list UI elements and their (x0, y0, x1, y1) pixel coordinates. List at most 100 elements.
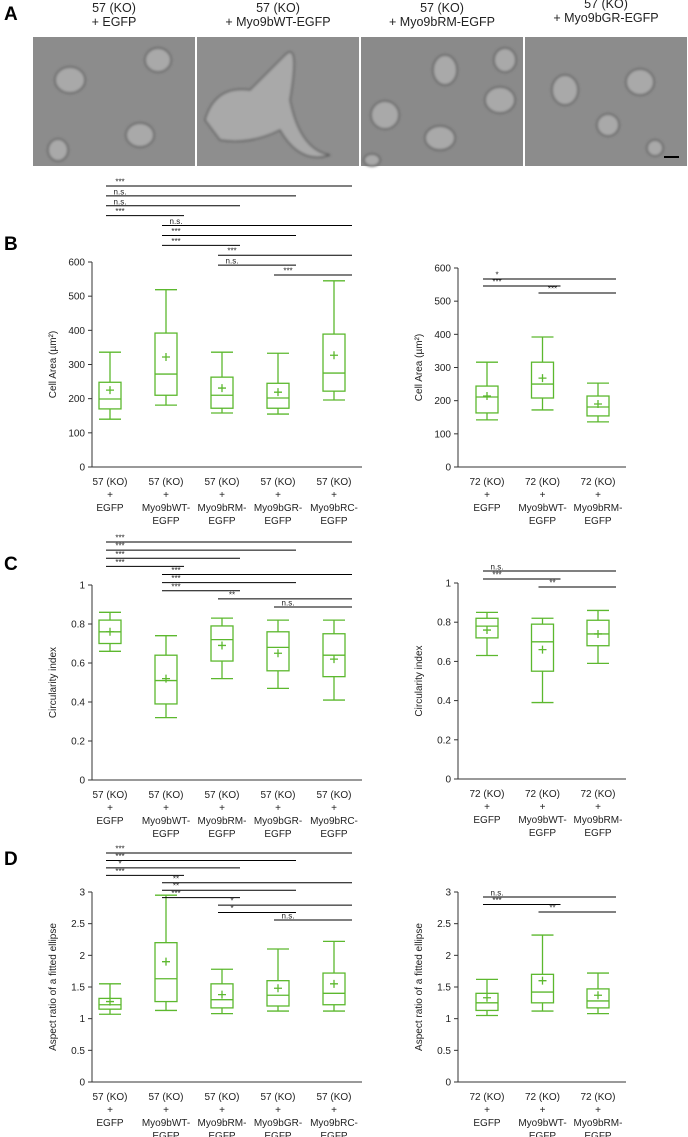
x-tick-label: 57 (KO) (316, 1092, 351, 1103)
x-tick-label: EGFP (473, 503, 501, 514)
significance-label: ** (549, 579, 555, 588)
panel-label: C (4, 554, 18, 575)
box (530, 361, 555, 399)
box (98, 381, 122, 410)
y-tick-label: 300 (68, 360, 85, 371)
x-tick-label: EGFP (529, 516, 557, 527)
cells (47, 47, 664, 167)
x-tick-label: EGFP (96, 503, 124, 514)
mean-marker (106, 997, 114, 1006)
x-tick-label: + (331, 803, 337, 814)
significance-label: * (230, 904, 233, 913)
x-tick-label: + (484, 1105, 490, 1116)
x-tick-label: + (595, 1105, 601, 1116)
y-tick-label: 1.5 (437, 983, 451, 994)
mean-marker (330, 655, 338, 664)
x-tick-label: + (275, 803, 281, 814)
x-tick-label: Myo9bRC- (310, 816, 358, 827)
significance-label: n.s. (226, 257, 239, 266)
x-tick-label: Myo9bWT- (142, 1118, 190, 1129)
significance-label: n.s. (282, 912, 295, 921)
x-tick-label: Myo9bRC- (310, 503, 358, 514)
x-tick-label: 57 (KO) (148, 790, 183, 801)
panel-label: B (4, 234, 18, 255)
significance-label: *** (115, 867, 124, 876)
x-tick-label: 57 (KO) (204, 1092, 239, 1103)
y-tick-label: 2.5 (71, 919, 85, 930)
significance-label: n.s. (491, 889, 504, 898)
y-tick-label: 1 (79, 581, 85, 592)
box (475, 617, 499, 639)
x-tick-label: Myo9bRM- (574, 815, 623, 826)
y-tick-label: 0.6 (71, 659, 85, 670)
x-tick-label: EGFP (529, 828, 557, 839)
mean-marker (162, 957, 170, 966)
box (586, 619, 610, 647)
mean-marker (483, 392, 491, 401)
mean-marker (330, 979, 338, 988)
x-tick-label: 57 (KO) (204, 790, 239, 801)
significance-label: * (495, 271, 498, 280)
box (266, 631, 290, 672)
micrographs (33, 37, 687, 167)
box (530, 623, 555, 672)
x-tick-label: 72 (KO) (469, 789, 504, 800)
x-tick-label: 57 (KO) (316, 477, 351, 488)
significance-label: *** (115, 207, 124, 216)
significance-label: *** (227, 247, 236, 256)
x-tick-label: + (331, 490, 337, 501)
x-tick-label: EGFP (264, 1131, 292, 1137)
y-tick-label: 2 (445, 951, 451, 962)
mean-marker (538, 374, 547, 383)
x-tick-label: 72 (KO) (469, 1092, 504, 1103)
x-tick-label: Myo9bWT- (142, 816, 190, 827)
x-tick-label: + (595, 490, 601, 501)
y-tick-label: 0.4 (437, 696, 451, 707)
box (154, 942, 178, 1003)
image-title: 57 (KO) (256, 1, 300, 15)
x-tick-label: + (484, 490, 490, 501)
significance-label: *** (171, 889, 180, 898)
mean-marker (538, 976, 547, 985)
significance-label: *** (171, 582, 180, 591)
x-tick-label: 57 (KO) (148, 1092, 183, 1103)
panel-label: D (4, 849, 18, 870)
mean-marker (274, 388, 282, 397)
box (266, 382, 290, 409)
y-tick-label: 0.2 (437, 735, 451, 746)
x-tick-label: EGFP (208, 1131, 236, 1137)
y-tick-label: 600 (434, 264, 451, 275)
y-tick-label: 2 (79, 951, 85, 962)
x-tick-label: EGFP (96, 1118, 124, 1129)
x-tick-label: + (331, 1105, 337, 1116)
y-tick-label: 2.5 (437, 919, 451, 930)
x-tick-label: Myo9bWT- (142, 503, 190, 514)
x-tick-label: Myo9bGR- (254, 816, 302, 827)
x-tick-label: EGFP (473, 1118, 501, 1129)
box (475, 385, 499, 414)
y-tick-label: 0.2 (71, 737, 85, 748)
significance-label: *** (492, 571, 501, 580)
significance-label: *** (283, 267, 292, 276)
significance-label: *** (115, 558, 124, 567)
y-tick-label: 0 (445, 775, 451, 786)
x-tick-label: 72 (KO) (580, 477, 615, 488)
x-tick-label: EGFP (152, 829, 180, 840)
mean-marker (218, 990, 226, 999)
box (154, 332, 178, 396)
x-tick-label: + (540, 1105, 546, 1116)
y-tick-label: 100 (68, 428, 85, 439)
x-tick-label: + (540, 490, 546, 501)
x-tick-label: EGFP (208, 516, 236, 527)
y-axis-label: Cell Area (µm²) (414, 334, 425, 401)
x-tick-label: Myo9bGR- (254, 503, 302, 514)
y-tick-label: 0.8 (71, 620, 85, 631)
y-tick-label: 1.5 (71, 983, 85, 994)
x-tick-label: Myo9bWT- (518, 1118, 566, 1129)
y-tick-label: 100 (434, 429, 451, 440)
box (266, 980, 290, 1007)
mean-marker (106, 627, 114, 636)
y-axis-label: Circularity index (48, 647, 59, 718)
mean-marker (218, 384, 226, 393)
